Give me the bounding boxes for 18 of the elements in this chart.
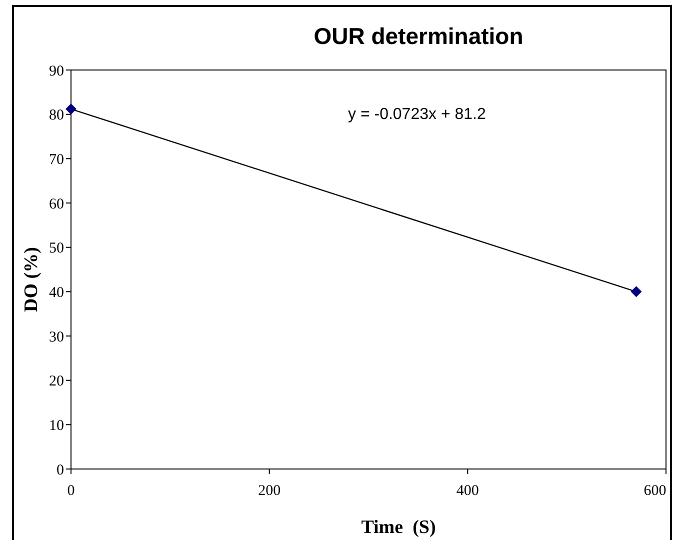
y-tick-label: 0 (56, 462, 64, 478)
y-axis-title: DO (%) (21, 247, 42, 312)
y-tick-label: 70 (49, 152, 64, 168)
x-axis-title: Time (S) (361, 517, 436, 538)
x-tick-label: 400 (456, 483, 479, 499)
x-tick-label: 0 (67, 483, 75, 499)
y-tick-label: 80 (49, 108, 64, 124)
y-tick-label: 90 (49, 63, 64, 80)
chart-title: OUR determination (314, 23, 524, 49)
y-tick-label: 50 (49, 240, 64, 257)
x-tick-label: 200 (258, 483, 281, 499)
annotation: y = -0.0723x + 81.2 (348, 106, 486, 123)
y-tick-label: 20 (49, 374, 64, 390)
y-tick-label: 60 (49, 196, 64, 212)
x-tick-label: 600 (644, 483, 666, 499)
y-tick-label: 30 (49, 329, 64, 346)
y-tick-label: 40 (49, 284, 64, 301)
y-tick-label: 10 (49, 418, 64, 434)
